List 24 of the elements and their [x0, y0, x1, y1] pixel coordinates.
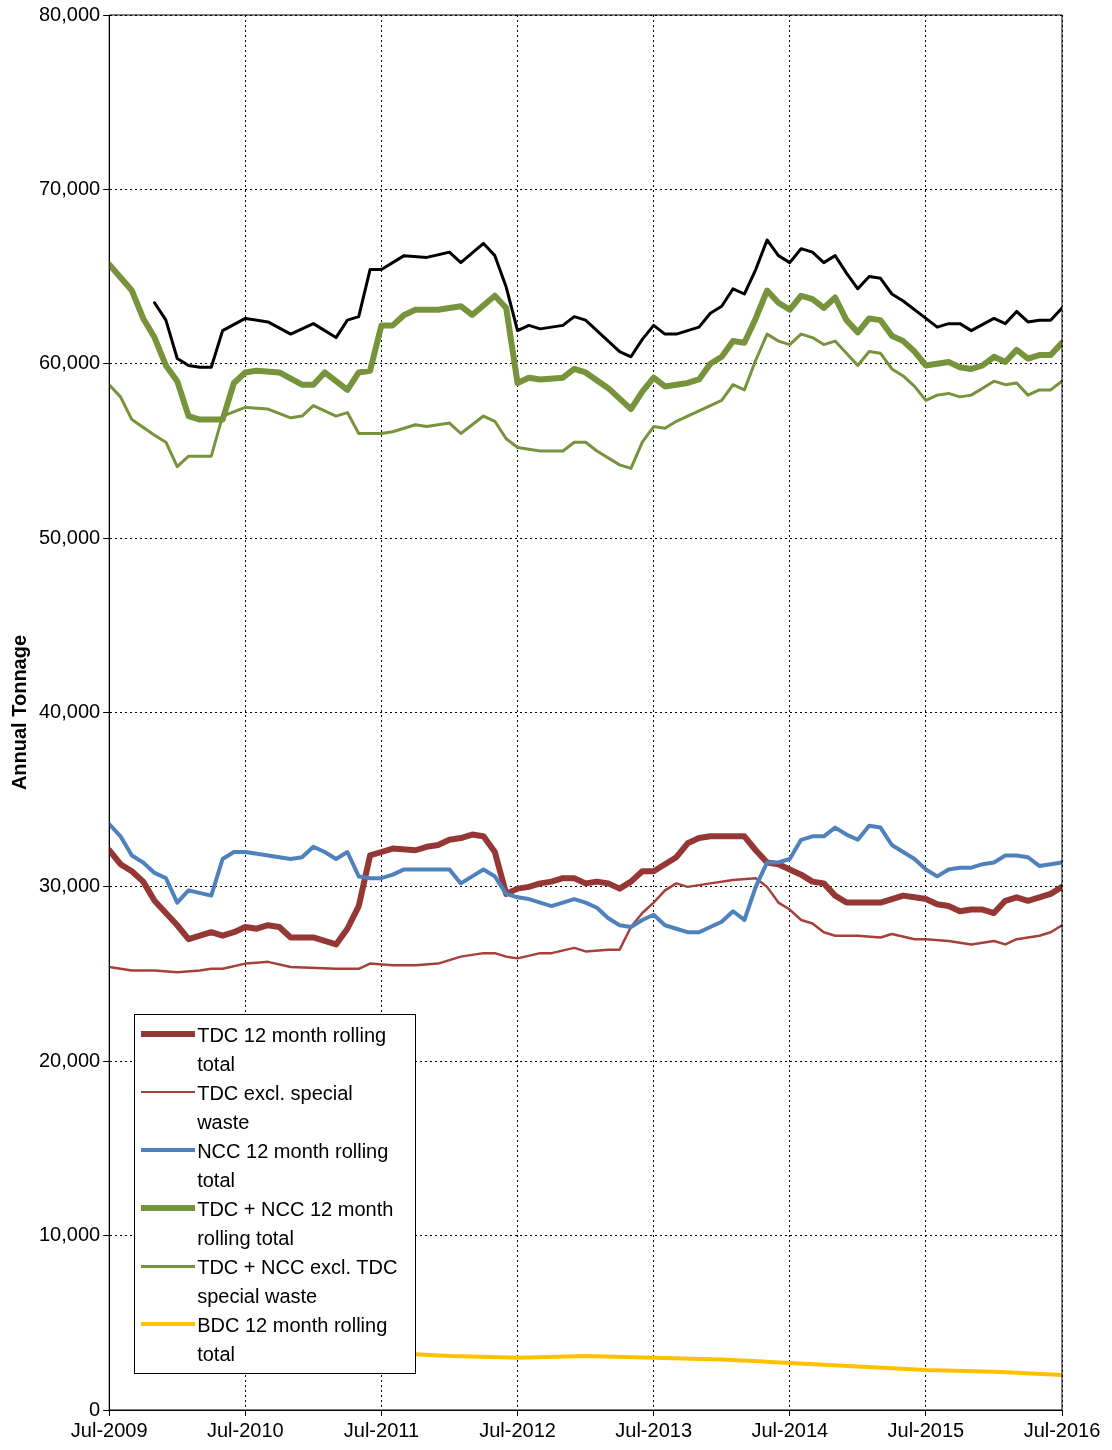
y-tick-label: 30,000 — [39, 874, 101, 897]
x-tick-label: Jul-2009 — [70, 1418, 148, 1441]
legend-label: TDC 12 month rolling total — [197, 1023, 388, 1077]
legend-label: TDC excl. special waste — [197, 1081, 354, 1135]
x-tick-label: Jul-2010 — [206, 1418, 284, 1441]
x-tick-label: Jul-2014 — [751, 1418, 829, 1441]
x-tick-label: Jul-2012 — [479, 1418, 556, 1441]
y-tick-label: 0 — [89, 1397, 101, 1420]
legend-label: TDC + NCC 12 month rolling total — [197, 1197, 395, 1251]
x-tick-label: Jul-2016 — [1023, 1418, 1101, 1441]
y-axis-title: Annual Tonnage — [7, 634, 30, 791]
y-tick-label: 70,000 — [39, 176, 101, 199]
y-tick-label: 50,000 — [39, 525, 101, 548]
y-tick-label: 60,000 — [39, 351, 101, 374]
x-tick-label: Jul-2011 — [343, 1418, 420, 1441]
legend-label: BDC 12 month rolling total — [197, 1313, 389, 1367]
x-tick-label: Jul-2013 — [615, 1418, 692, 1441]
y-tick-label: 20,000 — [39, 1048, 101, 1071]
x-tick-label: Jul-2015 — [887, 1418, 965, 1441]
y-tick-label: 80,000 — [39, 2, 101, 25]
legend-label: NCC 12 month rolling total — [197, 1139, 390, 1193]
y-tick-label: 10,000 — [39, 1223, 101, 1246]
y-tick-label: 40,000 — [39, 700, 101, 723]
legend-label: TDC + NCC excl. TDC special waste — [197, 1255, 399, 1309]
